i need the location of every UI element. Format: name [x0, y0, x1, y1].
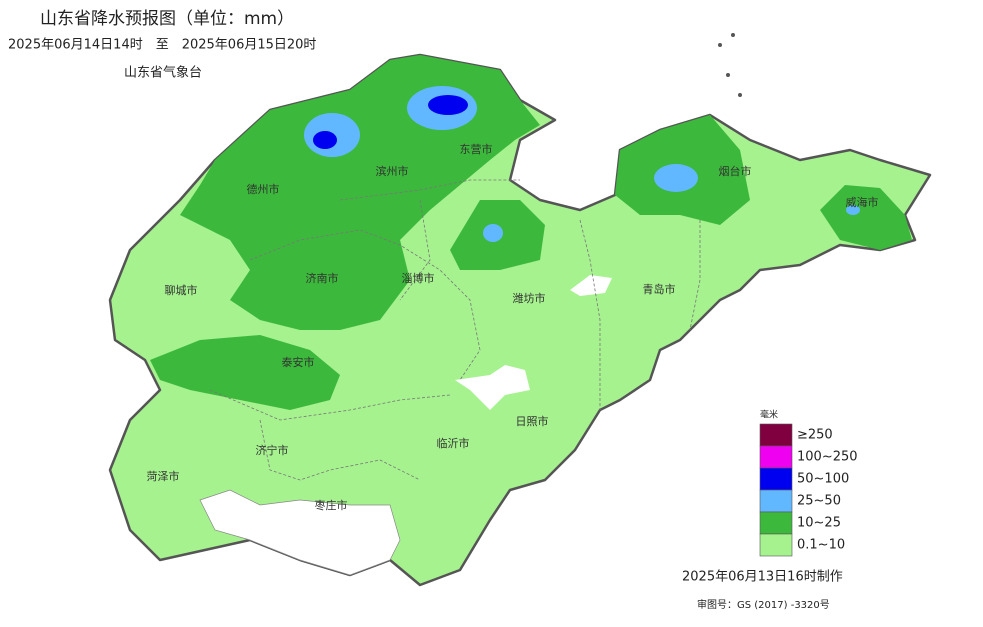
rain-10-25 [820, 185, 912, 250]
city-label: 德州市 [247, 182, 280, 196]
legend-label: 25~50 [797, 494, 841, 509]
legend: 毫米 ≥250 100~250 50~100 25~50 10~25 0.1~10 [759, 409, 858, 557]
city-labels: 德州市 滨州市 东营市 烟台市 威海市 聊城市 济南市 淄博市 潍坊市 青岛市 … [147, 142, 879, 512]
city-label: 滨州市 [376, 164, 409, 178]
legend-swatch [759, 533, 793, 557]
no-rain [199, 489, 401, 576]
city-label: 淄博市 [402, 271, 435, 285]
city-label: 泰安市 [282, 355, 315, 369]
rain-25-50 [846, 205, 860, 215]
map-title: 山东省降水预报图（单位：mm） [40, 9, 294, 29]
legend-swatch [759, 423, 793, 447]
made-time: 2025年06月13日16时制作 [682, 570, 843, 585]
forecast-period: 2025年06月14日14时 至 2025年06月15日20时 [8, 38, 316, 53]
legend-label: 50~100 [797, 472, 849, 487]
legend-label: 100~250 [797, 450, 858, 465]
legend-swatch [759, 511, 793, 535]
city-boundaries [209, 179, 701, 481]
city-label: 菏泽市 [147, 469, 180, 483]
legend-label: 10~25 [797, 516, 841, 531]
province [108, 53, 932, 587]
island [726, 73, 730, 77]
city-label: 烟台市 [719, 164, 752, 178]
rain-25-50 [654, 164, 698, 192]
city-label: 青岛市 [643, 282, 676, 296]
legend-label: 0.1~10 [797, 538, 845, 553]
city-label: 枣庄市 [315, 498, 348, 512]
rain-25-50 [483, 224, 503, 242]
rain-50-100 [313, 131, 337, 149]
island [738, 93, 742, 97]
rain-10-25 [150, 335, 340, 410]
legend-swatch [759, 445, 793, 469]
city-label: 临沂市 [437, 436, 470, 450]
city-label: 济南市 [306, 271, 339, 285]
city-label: 东营市 [460, 142, 493, 156]
island [731, 33, 735, 37]
city-label: 威海市 [846, 195, 879, 209]
no-rain [570, 275, 612, 296]
legend-unit: 毫米 [760, 409, 778, 421]
legend-swatch [759, 467, 793, 491]
islands [718, 33, 742, 97]
city-label: 济宁市 [256, 443, 289, 457]
legend-swatch [759, 489, 793, 513]
map-number: 审图号：GS (2017) -3320号 [697, 598, 830, 611]
no-rain [455, 365, 530, 410]
city-label: 日照市 [516, 414, 549, 428]
island [718, 43, 722, 47]
issuer: 山东省气象台 [124, 65, 202, 81]
city-label: 潍坊市 [513, 291, 546, 305]
rain-50-100 [428, 95, 468, 115]
city-label: 聊城市 [165, 283, 198, 297]
legend-label: ≥250 [797, 428, 833, 443]
